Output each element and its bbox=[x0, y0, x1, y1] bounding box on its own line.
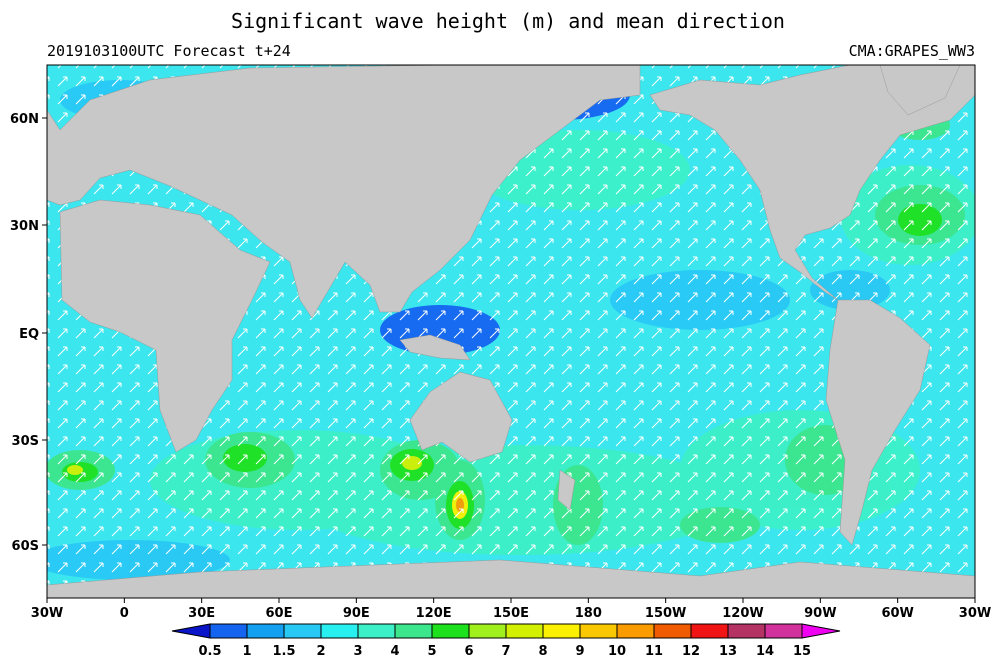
lon-tick-label: 120W bbox=[722, 606, 763, 621]
colorbar-label: 0.5 bbox=[198, 644, 221, 659]
land bbox=[47, 65, 975, 598]
colorbar-label: 4 bbox=[390, 644, 399, 659]
lon-tick-label: 30E bbox=[188, 606, 215, 621]
lon-tick-label: 90W bbox=[804, 606, 836, 621]
colorbar-box bbox=[357, 623, 396, 639]
colorbar-label: 9 bbox=[575, 644, 584, 659]
colorbar-box bbox=[431, 623, 470, 639]
lon-tick-label: 120E bbox=[416, 606, 452, 621]
lat-tick-label: 30S bbox=[12, 434, 39, 449]
colorbar-label: 11 bbox=[645, 644, 663, 659]
colorbar-label: 1 bbox=[242, 644, 251, 659]
lon-tick-label: 90E bbox=[343, 606, 370, 621]
colorbar: 0.5 1 1.5 2 3 4 5 6 7 8 9 10 11 12 13 14 15 bbox=[171, 623, 841, 659]
lat-tick-label: 60S bbox=[12, 539, 39, 554]
colorbar-label: 2 bbox=[316, 644, 325, 659]
lon-tick-label: 150E bbox=[493, 606, 529, 621]
colorbar-box bbox=[764, 623, 803, 639]
lon-tick-label: 30W bbox=[31, 606, 63, 621]
colorbar-label: 7 bbox=[501, 644, 510, 659]
lon-tick-label: 150W bbox=[645, 606, 686, 621]
lat-tick-label: EQ bbox=[19, 327, 39, 342]
colorbar-box bbox=[468, 623, 507, 639]
lon-tick-label: 60E bbox=[266, 606, 293, 621]
colorbar-label: 10 bbox=[608, 644, 626, 659]
colorbar-label: 12 bbox=[682, 644, 700, 659]
colorbar-box bbox=[394, 623, 433, 639]
colorbar-box bbox=[320, 623, 359, 639]
title: Significant wave height (m) and mean dir… bbox=[231, 9, 785, 33]
colorbar-box bbox=[653, 623, 692, 639]
lat-tick-label: 60N bbox=[10, 112, 39, 127]
map-ticks: 30W 0 30E 60E 90E 120E 150E 180 150W 120W 90W 60W 30… bbox=[10, 112, 991, 621]
colorbar-box bbox=[542, 623, 581, 639]
colorbar-box bbox=[616, 623, 655, 639]
colorbar-over bbox=[801, 623, 841, 639]
colorbar-label: 8 bbox=[538, 644, 547, 659]
colorbar-under bbox=[171, 623, 211, 639]
lon-tick-label: 180 bbox=[575, 606, 602, 621]
colorbar-box bbox=[579, 623, 618, 639]
colorbar-label: 5 bbox=[427, 644, 436, 659]
colorbar-label: 1.5 bbox=[272, 644, 295, 659]
colorbar-box bbox=[209, 623, 248, 639]
subtitle-left: 2019103100UTC Forecast t+24 bbox=[47, 42, 291, 60]
lon-tick-label: 0 bbox=[120, 606, 129, 621]
lon-tick-label: 30W bbox=[959, 606, 991, 621]
subtitle-right: CMA:GRAPES_WW3 bbox=[849, 42, 975, 60]
colorbar-label: 14 bbox=[756, 644, 774, 659]
colorbar-box bbox=[505, 623, 544, 639]
lat-tick-label: 30N bbox=[10, 219, 39, 234]
colorbar-label: 13 bbox=[719, 644, 737, 659]
colorbar-box bbox=[283, 623, 322, 639]
lon-tick-label: 60W bbox=[881, 606, 913, 621]
colorbar-label: 6 bbox=[464, 644, 473, 659]
colorbar-label: 15 bbox=[793, 644, 811, 659]
colorbar-box bbox=[690, 623, 729, 639]
colorbar-box bbox=[246, 623, 285, 639]
colorbar-label: 3 bbox=[353, 644, 362, 659]
map bbox=[47, 65, 975, 598]
colorbar-box bbox=[727, 623, 766, 639]
